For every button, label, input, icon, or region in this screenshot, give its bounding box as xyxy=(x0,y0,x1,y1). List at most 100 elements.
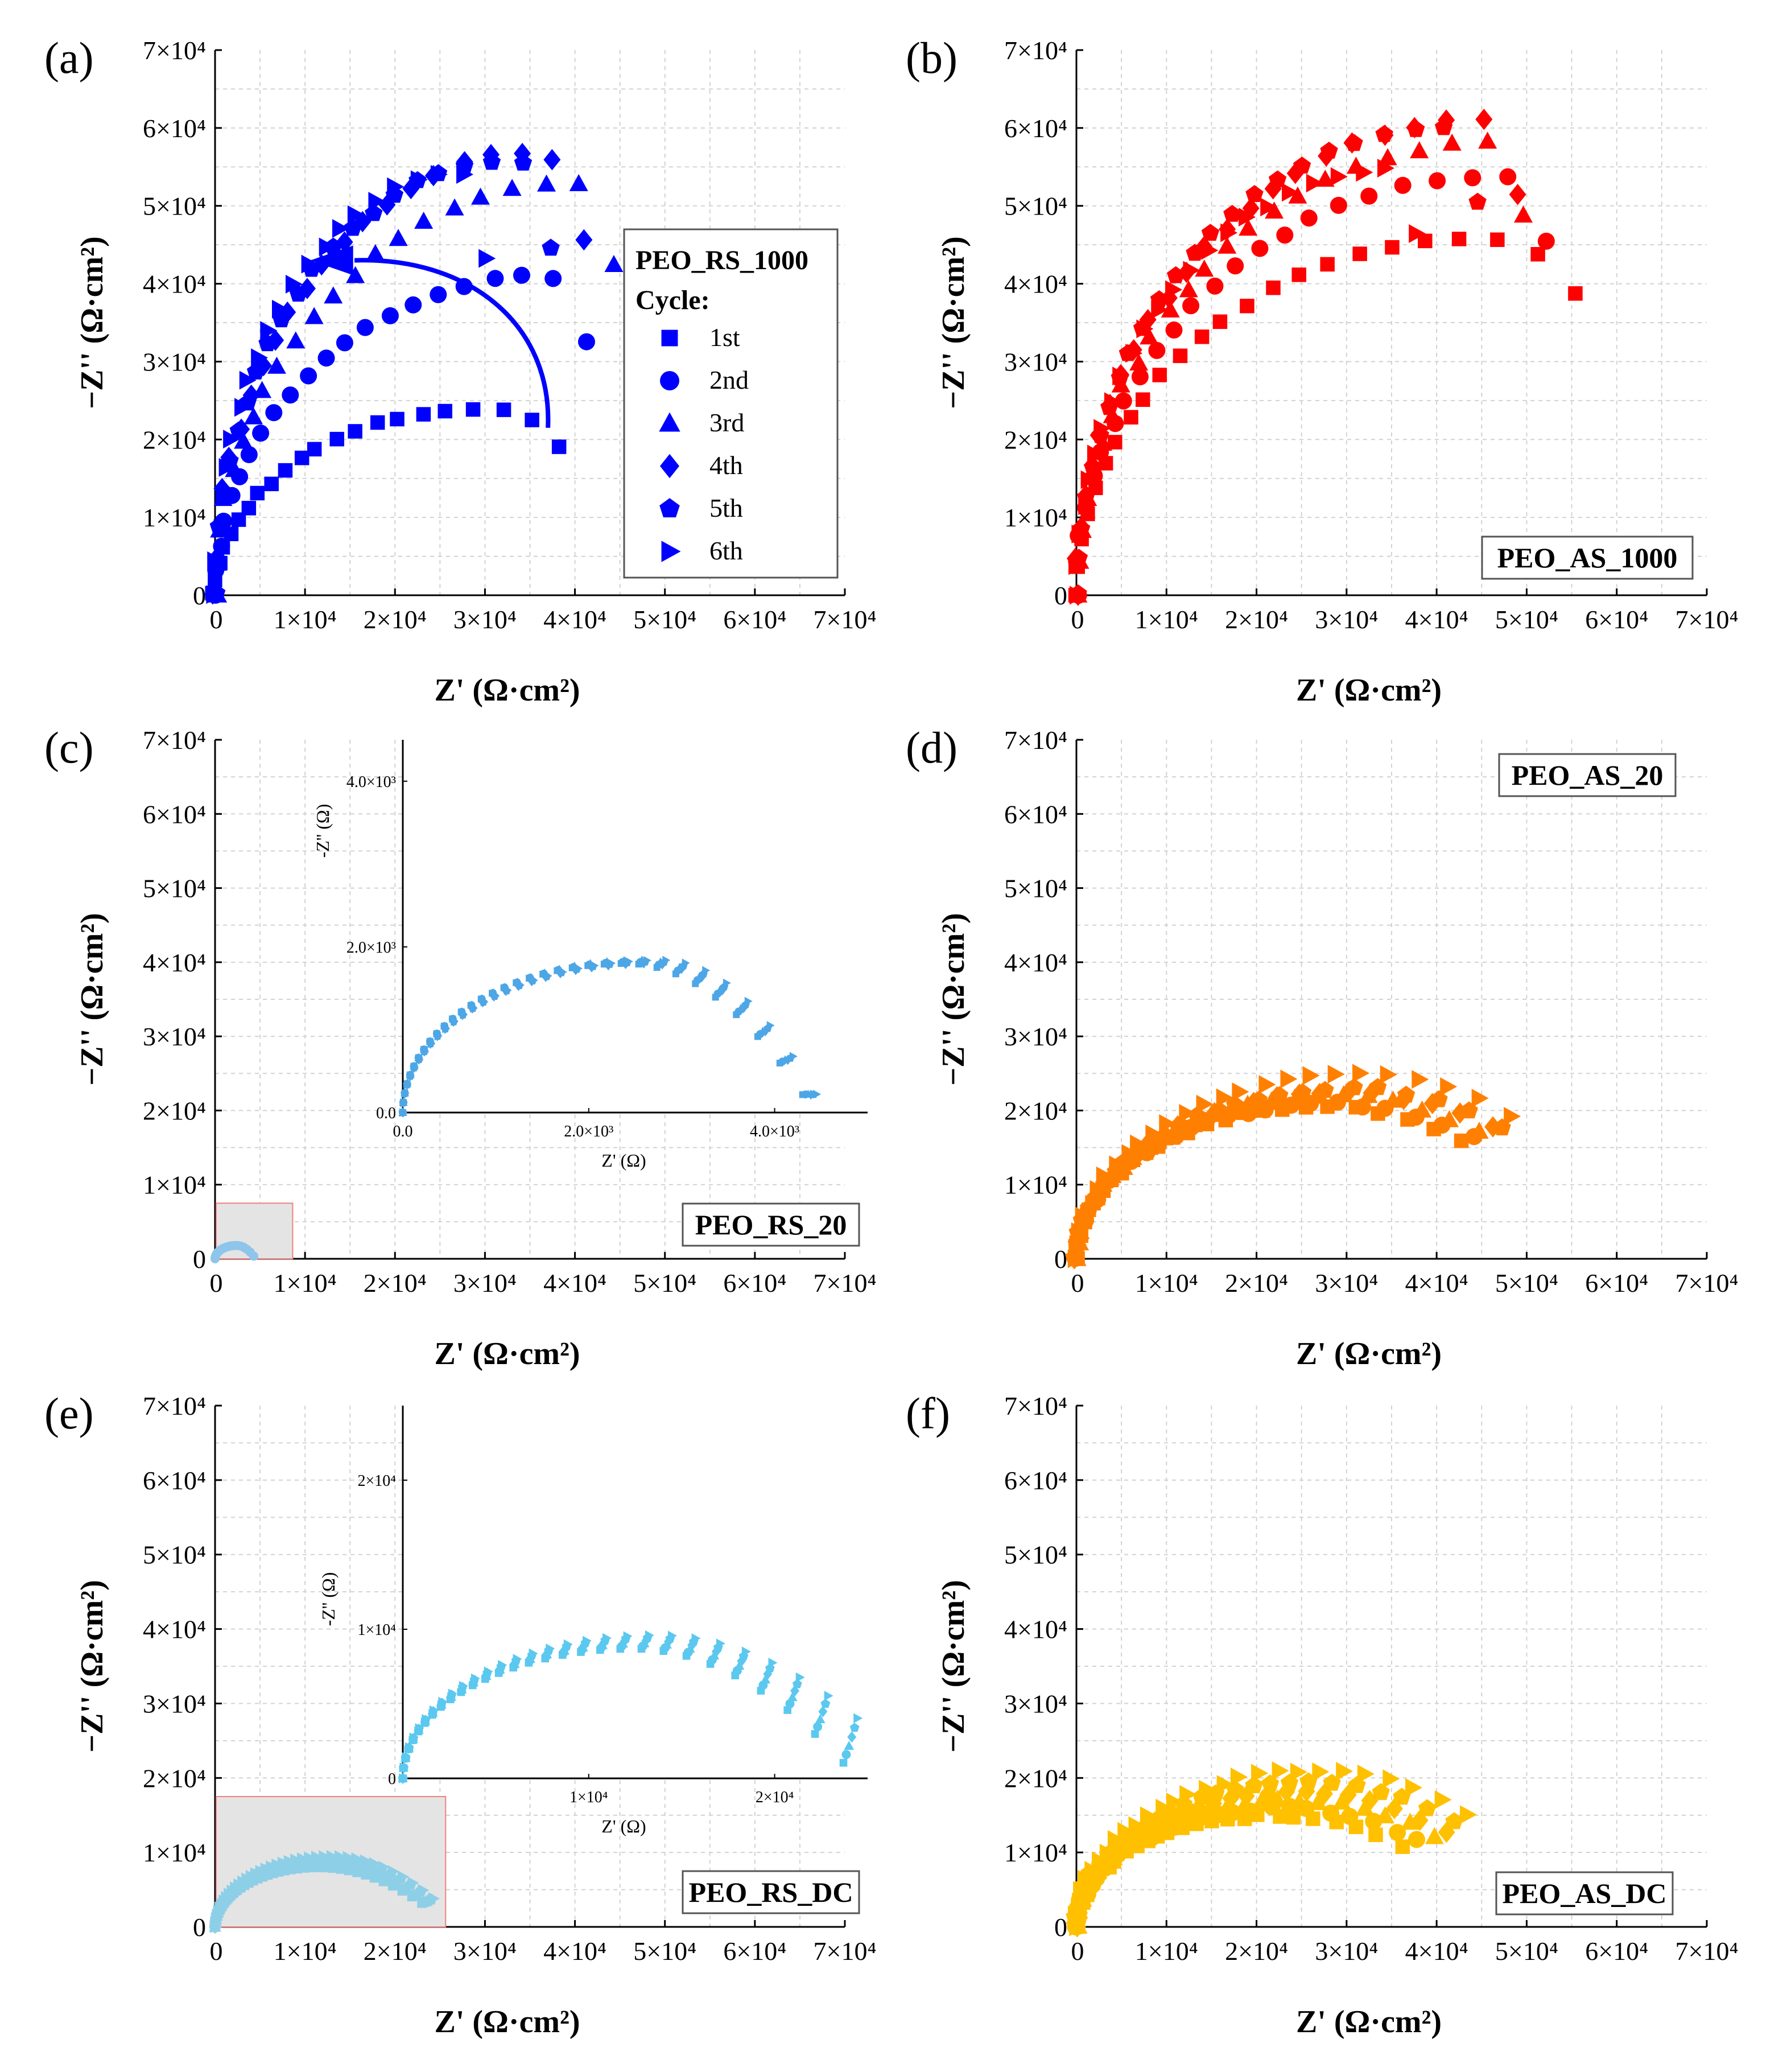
series-6th xyxy=(1067,1064,1521,1268)
inset-data-point xyxy=(513,1654,522,1664)
x-tick-label: 4×10⁴ xyxy=(543,1268,606,1297)
data-point xyxy=(369,1857,381,1870)
data-point xyxy=(234,431,253,449)
inset-y-tick-label: 0 xyxy=(388,1770,396,1788)
data-point xyxy=(1464,169,1481,187)
inset-data-point xyxy=(813,1090,822,1099)
data-point xyxy=(1078,1870,1095,1889)
data-point xyxy=(1183,261,1200,280)
data-point xyxy=(1194,329,1210,344)
data-point xyxy=(1199,1779,1216,1799)
inset-data-point xyxy=(691,1633,701,1643)
data-point xyxy=(286,331,306,349)
data-point xyxy=(1368,1827,1383,1842)
data-point xyxy=(1377,159,1394,178)
data-point xyxy=(1478,131,1497,149)
data-point xyxy=(1514,205,1533,223)
inset-background xyxy=(403,740,868,1113)
data-point xyxy=(218,458,236,477)
x-tick-label: 0 xyxy=(1071,1937,1084,1966)
inset-data-point xyxy=(815,1714,826,1724)
data-point xyxy=(1537,232,1555,250)
inset-data-point xyxy=(625,957,634,966)
x-tick-label: 7×10⁴ xyxy=(1675,1937,1739,1966)
data-point xyxy=(1140,1806,1157,1826)
data-point xyxy=(456,164,474,184)
data-point xyxy=(1115,392,1132,410)
data-point xyxy=(1131,368,1149,386)
x-tick-label: 4×10⁴ xyxy=(543,605,606,634)
data-point xyxy=(1408,1831,1426,1848)
inset-data-point xyxy=(692,980,699,987)
data-point xyxy=(1140,327,1159,345)
data-point xyxy=(1220,223,1238,242)
y-tick-label: 3×10⁴ xyxy=(1004,1022,1067,1051)
data-point xyxy=(1397,1085,1415,1103)
data-point xyxy=(536,174,556,192)
data-point xyxy=(416,407,431,422)
data-point xyxy=(418,1884,430,1897)
x-tick-label: 7×10⁴ xyxy=(1675,605,1739,634)
data-point xyxy=(1320,257,1335,272)
data-point xyxy=(1136,319,1154,339)
data-point xyxy=(1394,176,1412,194)
x-tick-label: 1×10⁴ xyxy=(1135,1937,1198,1966)
data-point xyxy=(356,319,374,336)
inset-data-point xyxy=(451,1017,459,1027)
data-point xyxy=(336,334,353,352)
data-point xyxy=(1258,1075,1276,1094)
sample-label: PEO_RS_DC xyxy=(689,1876,853,1908)
data-point xyxy=(1445,1812,1463,1830)
data-point xyxy=(342,1851,354,1864)
data-point xyxy=(301,254,319,274)
inset-data-point xyxy=(399,1108,408,1117)
data-point xyxy=(244,407,263,425)
data-point xyxy=(1165,280,1183,299)
data-point xyxy=(1140,1135,1158,1152)
data-point xyxy=(525,413,539,427)
inset-y-tick-label: 1×10⁴ xyxy=(357,1621,396,1639)
data-point xyxy=(1330,196,1347,214)
data-point xyxy=(241,501,257,516)
x-tick-label: 3×10⁴ xyxy=(1315,1268,1378,1297)
inset-data-point xyxy=(824,1691,833,1701)
data-point xyxy=(285,274,303,294)
y-tick-label: 5×10⁴ xyxy=(1004,874,1067,903)
inset-data-point xyxy=(662,955,671,965)
data-point xyxy=(277,1856,289,1869)
data-point xyxy=(1199,1801,1218,1818)
data-point xyxy=(1186,244,1204,261)
inset-data-point xyxy=(434,1032,443,1041)
y-tick-label: 6×10⁴ xyxy=(143,800,206,829)
series-2nd xyxy=(207,266,596,604)
y-tick-label: 3×10⁴ xyxy=(143,1022,206,1051)
data-point xyxy=(1290,1762,1307,1782)
y-tick-label: 4×10⁴ xyxy=(1004,948,1067,977)
data-point xyxy=(1084,1861,1102,1880)
data-point xyxy=(478,249,496,268)
data-point xyxy=(438,403,452,419)
x-axis-title: Z' (Ω·cm²) xyxy=(1296,673,1442,708)
legend-marker-4th xyxy=(660,454,679,479)
panel-letter: (e) xyxy=(44,1389,94,1438)
data-point xyxy=(271,299,289,319)
data-point xyxy=(1117,1822,1135,1841)
data-point xyxy=(1230,1768,1248,1787)
inset-data-point xyxy=(411,1063,419,1073)
data-point xyxy=(324,286,343,304)
data-point xyxy=(1490,232,1505,248)
data-point xyxy=(1179,1785,1197,1804)
data-point xyxy=(1384,1090,1403,1108)
data-point xyxy=(260,321,278,340)
y-tick-label: 6×10⁴ xyxy=(1004,800,1067,829)
data-point xyxy=(346,266,365,283)
x-tick-label: 3×10⁴ xyxy=(453,605,517,634)
x-tick-label: 5×10⁴ xyxy=(1495,1268,1558,1297)
data-point xyxy=(569,174,588,191)
y-tick-label: 0 xyxy=(193,1913,206,1942)
data-point xyxy=(1401,1813,1420,1830)
data-point xyxy=(258,334,276,352)
inset-data-point xyxy=(544,971,552,981)
x-axis-title: Z' (Ω·cm²) xyxy=(434,1336,580,1371)
